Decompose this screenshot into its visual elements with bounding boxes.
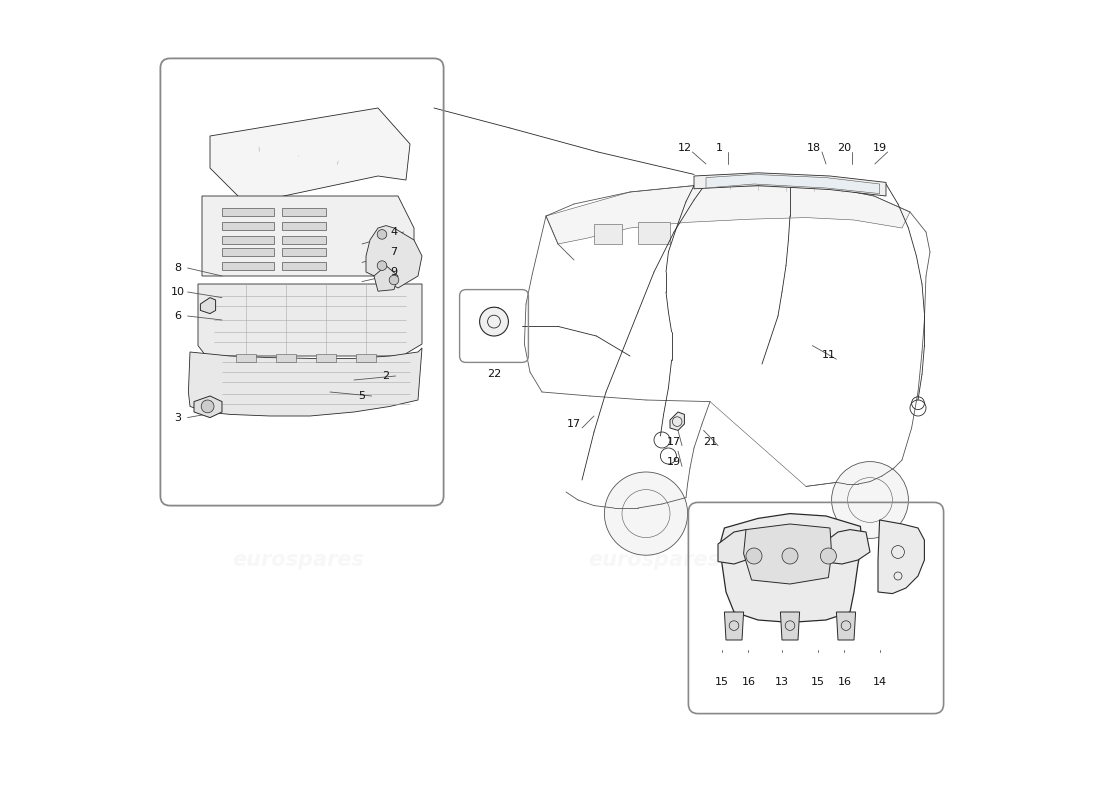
Polygon shape bbox=[282, 262, 326, 270]
Polygon shape bbox=[670, 412, 684, 430]
Polygon shape bbox=[546, 182, 910, 244]
Circle shape bbox=[389, 275, 399, 285]
Circle shape bbox=[377, 261, 387, 270]
Text: 2: 2 bbox=[383, 371, 389, 381]
Circle shape bbox=[832, 462, 909, 538]
Polygon shape bbox=[222, 236, 274, 244]
Text: 20: 20 bbox=[837, 143, 851, 153]
Polygon shape bbox=[202, 196, 414, 276]
Text: 18: 18 bbox=[807, 143, 821, 153]
Text: 19: 19 bbox=[667, 458, 681, 467]
Text: 11: 11 bbox=[822, 350, 835, 360]
Polygon shape bbox=[718, 530, 758, 564]
Polygon shape bbox=[356, 354, 375, 362]
Polygon shape bbox=[194, 396, 222, 418]
Text: 19: 19 bbox=[872, 143, 887, 153]
Circle shape bbox=[746, 548, 762, 564]
Polygon shape bbox=[317, 354, 336, 362]
Text: eurospares: eurospares bbox=[588, 550, 719, 570]
Circle shape bbox=[782, 548, 797, 564]
Polygon shape bbox=[276, 354, 296, 362]
Polygon shape bbox=[822, 530, 870, 564]
Polygon shape bbox=[282, 236, 326, 244]
Polygon shape bbox=[222, 222, 274, 230]
Circle shape bbox=[604, 472, 688, 555]
Polygon shape bbox=[836, 612, 856, 640]
Polygon shape bbox=[222, 208, 274, 216]
Text: 4: 4 bbox=[390, 227, 397, 237]
Text: 3: 3 bbox=[175, 413, 182, 422]
Polygon shape bbox=[594, 224, 621, 244]
Text: 1: 1 bbox=[716, 143, 723, 153]
Polygon shape bbox=[706, 174, 880, 194]
Text: 17: 17 bbox=[667, 437, 681, 446]
Polygon shape bbox=[878, 520, 924, 594]
Polygon shape bbox=[198, 284, 422, 356]
Polygon shape bbox=[744, 524, 832, 584]
Polygon shape bbox=[780, 612, 800, 640]
Polygon shape bbox=[236, 354, 255, 362]
Text: 16: 16 bbox=[741, 677, 756, 686]
Text: 8: 8 bbox=[175, 263, 182, 273]
Text: 14: 14 bbox=[872, 677, 887, 686]
Text: 21: 21 bbox=[703, 437, 717, 446]
Circle shape bbox=[377, 230, 387, 239]
Text: 15: 15 bbox=[811, 677, 825, 686]
Polygon shape bbox=[200, 298, 216, 314]
Polygon shape bbox=[222, 262, 274, 270]
Text: 22: 22 bbox=[487, 369, 502, 378]
Polygon shape bbox=[719, 514, 862, 622]
Text: 10: 10 bbox=[170, 287, 185, 297]
Text: 6: 6 bbox=[175, 311, 182, 321]
Text: 5: 5 bbox=[359, 391, 365, 401]
Polygon shape bbox=[694, 173, 886, 196]
Polygon shape bbox=[210, 108, 410, 204]
Text: eurospares: eurospares bbox=[232, 550, 364, 570]
Text: 7: 7 bbox=[390, 247, 397, 257]
Text: 12: 12 bbox=[678, 143, 692, 153]
Circle shape bbox=[480, 307, 508, 336]
Text: 15: 15 bbox=[715, 677, 729, 686]
Polygon shape bbox=[188, 348, 422, 416]
Text: eurospares: eurospares bbox=[232, 290, 364, 310]
Polygon shape bbox=[366, 226, 422, 288]
Polygon shape bbox=[374, 266, 398, 291]
Circle shape bbox=[821, 548, 836, 564]
Text: eurospares: eurospares bbox=[588, 206, 719, 226]
Polygon shape bbox=[725, 612, 744, 640]
Polygon shape bbox=[282, 222, 326, 230]
Polygon shape bbox=[282, 248, 326, 256]
Text: 9: 9 bbox=[390, 267, 397, 277]
Text: 13: 13 bbox=[776, 677, 789, 686]
Polygon shape bbox=[282, 208, 326, 216]
Polygon shape bbox=[638, 222, 670, 244]
Polygon shape bbox=[222, 248, 274, 256]
Text: 17: 17 bbox=[566, 419, 581, 429]
Circle shape bbox=[201, 400, 214, 413]
Text: 16: 16 bbox=[837, 677, 851, 686]
